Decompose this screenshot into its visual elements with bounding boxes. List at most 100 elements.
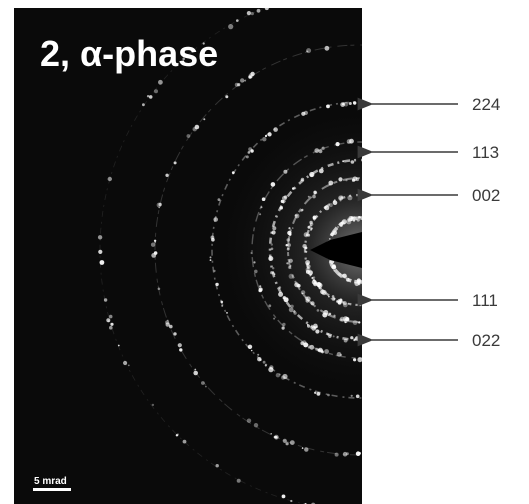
diffraction-spot	[240, 78, 244, 82]
diffraction-spot	[250, 72, 254, 76]
diffraction-spot	[273, 318, 275, 320]
diffraction-spot	[176, 434, 178, 436]
diffraction-spot	[356, 395, 360, 399]
diffraction-spot	[333, 200, 338, 205]
diffraction-spot	[345, 179, 347, 181]
diffraction-spot	[319, 287, 321, 289]
diffraction-spot	[304, 111, 308, 115]
diffraction-spot	[268, 304, 271, 307]
diffraction-spot	[337, 226, 339, 228]
diffraction-spot	[280, 206, 283, 209]
diffraction-spot	[329, 238, 331, 240]
diffraction-spot	[282, 495, 286, 499]
diffraction-spot	[307, 234, 310, 237]
diffraction-spot	[282, 323, 285, 326]
diffraction-spot	[314, 148, 319, 153]
diffraction-spot	[290, 440, 295, 445]
diffraction-spot	[151, 253, 156, 258]
diffraction-spot	[305, 297, 308, 300]
diffraction-spot	[295, 214, 300, 219]
diffraction-spot	[347, 195, 352, 200]
diffraction-spot	[262, 137, 266, 141]
diffraction-spot	[158, 80, 163, 85]
diffraction-spot	[315, 329, 319, 333]
diffraction-spot	[261, 206, 263, 208]
diffraction-spot	[273, 127, 278, 132]
diffraction-spot	[104, 298, 107, 301]
diffraction-spot	[237, 479, 241, 483]
diffraction-spot	[178, 343, 182, 347]
diffraction-spot	[259, 213, 261, 215]
diffraction-spot	[246, 155, 249, 158]
diffraction-spot	[165, 174, 168, 177]
diffraction-spot	[310, 301, 314, 305]
diffraction-spot	[337, 300, 339, 302]
diffraction-spot	[247, 11, 251, 15]
diffraction-spot	[305, 251, 307, 253]
diffraction-spot	[328, 296, 330, 298]
diffraction-spot	[257, 354, 259, 356]
diffraction-spot	[251, 12, 254, 15]
diffraction-spot	[271, 182, 276, 187]
diffraction-spot	[270, 433, 272, 435]
diffraction-spot	[98, 235, 102, 239]
diffraction-spot	[123, 361, 127, 365]
diffraction-spot	[332, 295, 335, 298]
diffraction-spot	[351, 395, 353, 397]
diffraction-spot	[292, 227, 294, 229]
diffraction-spot	[354, 339, 356, 341]
diffraction-spot	[351, 160, 355, 164]
diffraction-spot	[247, 419, 251, 423]
diffraction-spot	[353, 101, 356, 104]
diffraction-spot	[221, 301, 224, 304]
diffraction-spot	[110, 323, 113, 326]
diffraction-spot	[213, 217, 218, 222]
diffraction-spot	[353, 216, 356, 219]
diffraction-spot	[154, 242, 156, 244]
label-002: 002	[472, 186, 500, 205]
diffraction-spot	[147, 95, 149, 97]
diffraction-spot	[272, 267, 274, 269]
diffraction-spot	[152, 404, 154, 406]
diffraction-spot	[193, 371, 198, 376]
diffraction-spot	[343, 301, 347, 305]
diffraction-spot	[309, 172, 314, 177]
diffraction-spot	[257, 9, 261, 13]
diffraction-spot	[290, 500, 292, 502]
diffraction-spot	[320, 349, 323, 352]
diffraction-spot	[142, 103, 145, 106]
diffraction-spot	[297, 284, 300, 287]
diffraction-spot	[287, 238, 290, 241]
diffraction-spot	[329, 261, 333, 265]
diffraction-spot	[283, 296, 286, 299]
diffraction-spot	[314, 326, 316, 328]
diffraction-spot	[165, 320, 169, 324]
diffraction-spot	[333, 270, 335, 272]
diffraction-spot	[269, 365, 273, 369]
diffraction-spot	[216, 464, 219, 467]
diffraction-spot	[307, 265, 311, 269]
diffraction-spot	[194, 369, 196, 371]
diffraction-spot	[205, 386, 207, 388]
diffraction-spot	[342, 160, 344, 162]
diffraction-spot	[356, 178, 359, 181]
label-111: 111	[472, 291, 498, 310]
diffraction-spot	[109, 315, 113, 319]
diffraction-spot	[353, 320, 358, 325]
diffraction-spot	[108, 177, 112, 181]
scale-bar	[33, 488, 71, 491]
diffraction-spot	[338, 177, 342, 181]
diffraction-spot	[300, 179, 302, 181]
diffraction-spot	[268, 256, 273, 261]
diffraction-spot	[279, 286, 282, 289]
diffraction-spot	[339, 222, 343, 226]
diffraction-spot	[284, 195, 287, 198]
diffraction-spot	[307, 324, 309, 326]
diffraction-spot	[331, 298, 333, 300]
diffraction-spot	[276, 373, 280, 377]
diffraction-spot	[322, 147, 325, 150]
diffraction-spot	[313, 191, 316, 194]
diffraction-spot	[328, 315, 330, 317]
diffraction-spot	[339, 319, 342, 322]
label-022: 022	[472, 331, 500, 350]
